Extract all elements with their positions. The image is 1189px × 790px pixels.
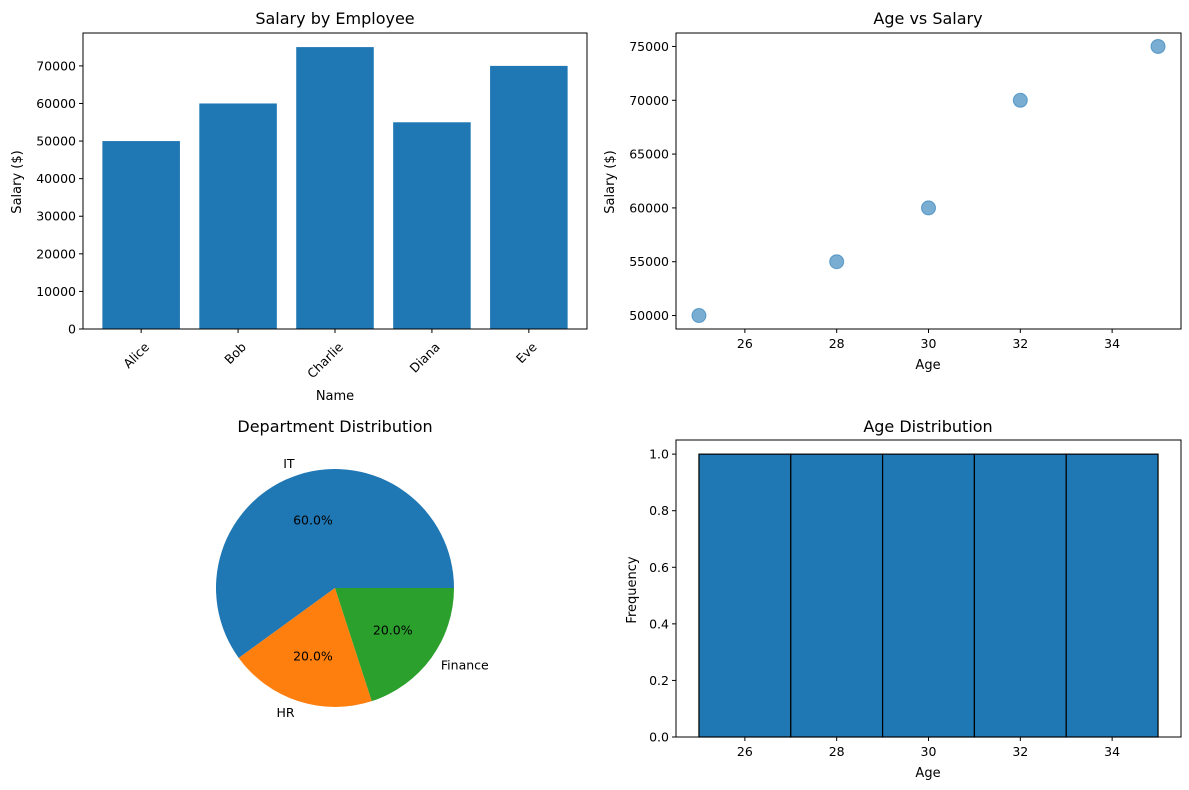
- histogram-ytick-label: 0.4: [649, 616, 669, 631]
- pie-label-it: IT: [283, 456, 295, 471]
- bar-ytick-label: 60000: [36, 96, 76, 111]
- bar-chart-title: Salary by Employee: [255, 9, 414, 28]
- histogram-xtick-label: 28: [829, 744, 845, 759]
- histogram-bar: [790, 453, 884, 738]
- bar-charlie: [296, 47, 374, 329]
- scatter-xtick-label: 32: [1012, 336, 1028, 351]
- age-histogram: Age Distribution Age Frequency 0.0 0.2 0.4…: [625, 417, 1182, 781]
- bar-ytick-label: 70000: [36, 58, 76, 73]
- bar-ytick-label: 30000: [36, 209, 76, 224]
- bar-chart-ylabel: Salary ($): [10, 150, 25, 213]
- pie-pct-it: 60.0%: [293, 513, 333, 528]
- scatter-ytick-label: 50000: [629, 308, 669, 323]
- scatter-frame: [675, 32, 1182, 330]
- bar-ytick-label: 20000: [36, 246, 76, 261]
- bar-xtick-label: Eve: [513, 339, 540, 366]
- bar-xtick-label: Charlie: [304, 339, 346, 381]
- histogram-ytick-label: 0.2: [649, 673, 669, 688]
- bar-ytick-label: 0: [68, 322, 76, 337]
- pie-label-finance: Finance: [441, 657, 489, 672]
- age-salary-scatter: Age vs Salary Age Salary ($) 50000 55000 6…: [603, 9, 1182, 373]
- histogram-xtick-label: 30: [921, 744, 937, 759]
- scatter-xtick-label: 30: [921, 336, 937, 351]
- scatter-xtick-label: 28: [829, 336, 845, 351]
- scatter-ylabel: Salary ($): [603, 150, 618, 213]
- scatter-ticks: 50000 55000 60000 65000 70000 75000 26 28 30 32 34: [629, 39, 1120, 351]
- scatter-title: Age vs Salary: [873, 9, 982, 28]
- bar-xtick-label: Bob: [221, 339, 249, 367]
- scatter-xtick-label: 34: [1104, 336, 1120, 351]
- bar-alice: [102, 141, 180, 329]
- scatter-point: [1012, 92, 1028, 108]
- bar-ytick-label: 10000: [36, 284, 76, 299]
- histogram-xlabel: Age: [915, 766, 940, 781]
- scatter-ytick-label: 55000: [629, 254, 669, 269]
- scatter-point: [829, 254, 845, 270]
- histogram-ytick-label: 0.8: [649, 503, 669, 518]
- bar-chart-xlabel: Name: [316, 389, 354, 404]
- salary-bar-chart: Salary by Employee Name Salary ($) 0 1000…: [10, 9, 588, 404]
- scatter-point: [921, 200, 936, 216]
- scatter-ytick-label: 60000: [629, 200, 669, 215]
- bar-ytick-label: 50000: [36, 134, 76, 149]
- bar-chart-frame: [82, 32, 588, 330]
- histogram-frame: [675, 439, 1182, 738]
- bar-xtick-label: Diana: [407, 339, 443, 375]
- histogram-bar: [698, 453, 792, 738]
- histogram-ticks: 0.0 0.2 0.4 0.6 0.8 1.0 26 28 30 32 34: [649, 447, 1120, 759]
- bar-eve: [490, 65, 568, 329]
- histogram-ytick-label: 0.6: [649, 560, 669, 575]
- histogram-xtick-label: 34: [1104, 744, 1120, 759]
- pie-label-hr: HR: [276, 705, 294, 720]
- scatter-points: [691, 38, 1166, 324]
- scatter-ytick-label: 70000: [629, 93, 669, 108]
- histogram-xtick-label: 26: [737, 744, 753, 759]
- histogram-bar: [881, 453, 976, 738]
- pie-title: Department Distribution: [237, 417, 432, 436]
- histogram-ylabel: Frequency: [625, 556, 640, 623]
- histogram-ytick-label: 1.0: [649, 447, 669, 462]
- scatter-point: [691, 308, 707, 324]
- pie-slice-finance: [335, 588, 454, 702]
- bar-chart-bars: [102, 47, 568, 330]
- histogram-xtick-label: 32: [1012, 744, 1028, 759]
- histogram-bar: [1065, 453, 1159, 738]
- department-pie-chart: Department Distribution IT 60.0% HR 20.0% Fi…: [215, 417, 489, 720]
- pie-slice-hr: [238, 588, 372, 707]
- histogram-title: Age Distribution: [863, 417, 992, 436]
- pie-slices: IT 60.0% HR 20.0% Finance 20.0%: [215, 456, 489, 720]
- bar-xtick-label: Alice: [120, 339, 152, 371]
- bar-diana: [393, 122, 471, 330]
- pie-pct-finance: 20.0%: [373, 622, 413, 637]
- scatter-ytick-label: 65000: [629, 147, 669, 162]
- bar-bob: [199, 103, 277, 329]
- scatter-ytick-label: 75000: [629, 39, 669, 54]
- histogram-bar: [973, 453, 1067, 738]
- scatter-point: [1150, 38, 1166, 54]
- histogram-bars: [698, 453, 1159, 738]
- bar-ytick-label: 40000: [36, 171, 76, 186]
- histogram-ytick-label: 0.0: [649, 730, 669, 745]
- pie-slice-it: [215, 469, 454, 658]
- scatter-xtick-label: 26: [737, 336, 753, 351]
- pie-pct-hr: 20.0%: [293, 648, 333, 663]
- scatter-xlabel: Age: [915, 358, 940, 373]
